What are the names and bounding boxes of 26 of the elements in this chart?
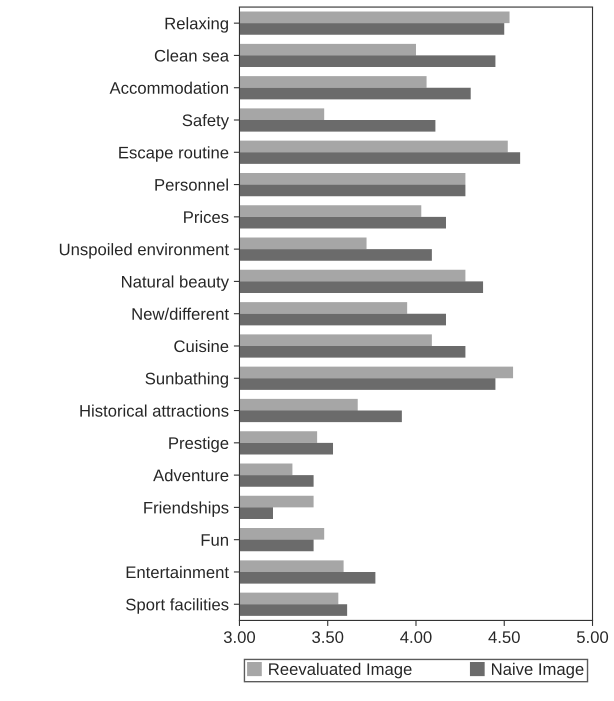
y-tick-label: Adventure: [153, 469, 228, 482]
y-tick-label: Sunbathing: [145, 372, 228, 388]
y-tick-label: Accommodation: [110, 82, 228, 94]
y-tick-label: Prices: [184, 210, 228, 224]
y-tick-label: Safety: [182, 114, 230, 130]
legend-label: Reevaluated Image: [269, 662, 412, 678]
y-tick-label: Personnel: [155, 178, 228, 191]
x-tick-label: 3.50: [312, 631, 344, 644]
y-tick-label: Fun: [202, 534, 228, 546]
y-tick-label: Natural beauty: [122, 275, 230, 291]
y-tick-label: Historical attractions: [80, 404, 228, 417]
y-tick-label: Sport facilities: [126, 598, 228, 614]
x-tick-label: 5.00: [576, 631, 608, 644]
y-tick-label: Clean sea: [154, 49, 230, 62]
x-tick-label: 4.50: [488, 631, 520, 644]
y-tick-label: Escape routine: [119, 146, 228, 162]
y-tick-label: Entertainment: [126, 566, 229, 578]
legend-label: Naive Image: [492, 662, 584, 678]
y-tick-label: Prestige: [169, 436, 228, 452]
y-tick-label: Relaxing: [166, 17, 228, 33]
y-tick-label: New/different: [132, 308, 229, 320]
x-tick-label: 3.00: [224, 631, 256, 644]
y-tick-label: Friendships: [144, 501, 228, 517]
y-tick-label: Cuisine: [174, 340, 228, 352]
x-tick-label: 4.00: [400, 631, 432, 644]
y-tick-label: Unspoiled environment: [60, 243, 229, 259]
